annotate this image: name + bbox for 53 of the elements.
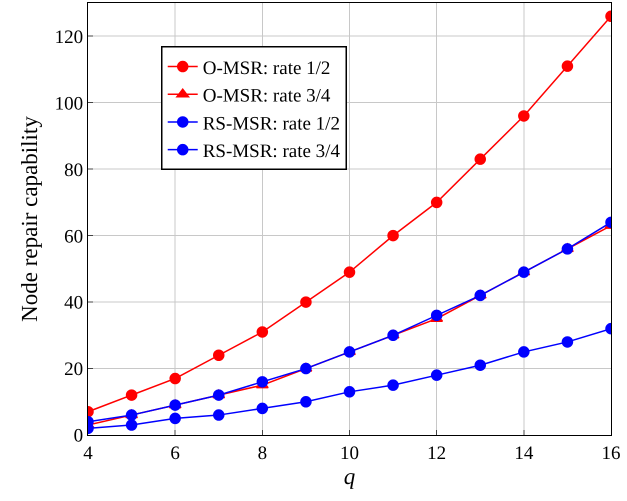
x-tick-label: 16 <box>602 442 620 464</box>
point <box>387 379 399 391</box>
point <box>256 326 268 338</box>
point <box>344 266 356 278</box>
point <box>300 396 312 408</box>
point <box>430 369 442 381</box>
x-tick-label: 10 <box>340 442 359 464</box>
point <box>562 60 574 72</box>
x-tick-label: 14 <box>514 442 534 464</box>
point <box>256 402 268 414</box>
point <box>169 399 181 411</box>
point <box>300 296 312 308</box>
point <box>169 372 181 384</box>
point <box>562 336 574 348</box>
point <box>213 409 224 421</box>
x-tick-label: 6 <box>170 442 180 464</box>
point <box>126 409 138 421</box>
y-tick-label: 80 <box>64 160 84 181</box>
x-tick-label: 4 <box>83 442 94 464</box>
point <box>518 110 530 122</box>
legend-label: RS-MSR: rate 1/2 <box>202 113 340 134</box>
x-tick-label: 12 <box>427 442 446 464</box>
point <box>344 386 356 398</box>
legend-label: O-MSR: rate 3/4 <box>202 86 331 107</box>
point <box>518 266 530 278</box>
point <box>474 153 486 165</box>
y-tick-label: 100 <box>54 93 84 114</box>
point <box>169 412 181 424</box>
x-axis-title: q <box>344 464 356 489</box>
legend-label: RS-MSR: rate 3/4 <box>202 141 340 162</box>
point <box>256 376 268 388</box>
y-tick-label: 60 <box>64 226 84 248</box>
point <box>213 389 224 401</box>
point <box>518 346 530 358</box>
x-tick-label: 8 <box>258 442 268 464</box>
y-tick-label: 40 <box>64 292 84 314</box>
point <box>430 310 442 322</box>
y-tick-label: 120 <box>54 26 84 48</box>
point <box>344 346 356 358</box>
point <box>126 419 138 431</box>
legend-label: O-MSR: rate 1/2 <box>202 58 330 79</box>
point <box>474 359 486 371</box>
y-tick-label: 0 <box>74 426 84 447</box>
point <box>387 330 399 342</box>
point <box>300 362 312 374</box>
point <box>474 290 486 302</box>
point <box>430 196 442 208</box>
y-axis-title: Node repair capability <box>17 116 42 322</box>
y-tick-label: 20 <box>64 359 84 380</box>
point <box>562 243 574 255</box>
point <box>213 350 224 361</box>
point <box>387 230 399 242</box>
point <box>126 389 138 401</box>
